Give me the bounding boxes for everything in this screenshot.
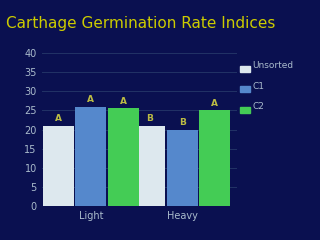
Text: A: A [120, 97, 127, 106]
Text: A: A [212, 99, 219, 108]
Text: C2: C2 [252, 102, 264, 111]
Bar [199, 110, 230, 206]
Text: B: B [146, 114, 153, 123]
Text: C1: C1 [252, 82, 264, 91]
Text: B: B [179, 118, 186, 127]
Text: Carthage Germination Rate Indices: Carthage Germination Rate Indices [6, 16, 276, 31]
Text: Unsorted: Unsorted [252, 61, 293, 71]
Bar [167, 130, 197, 206]
Text: A: A [87, 95, 94, 104]
Bar [108, 108, 139, 206]
Bar [75, 107, 106, 206]
Bar [43, 126, 74, 206]
Bar [134, 126, 165, 206]
Text: A: A [54, 114, 61, 123]
